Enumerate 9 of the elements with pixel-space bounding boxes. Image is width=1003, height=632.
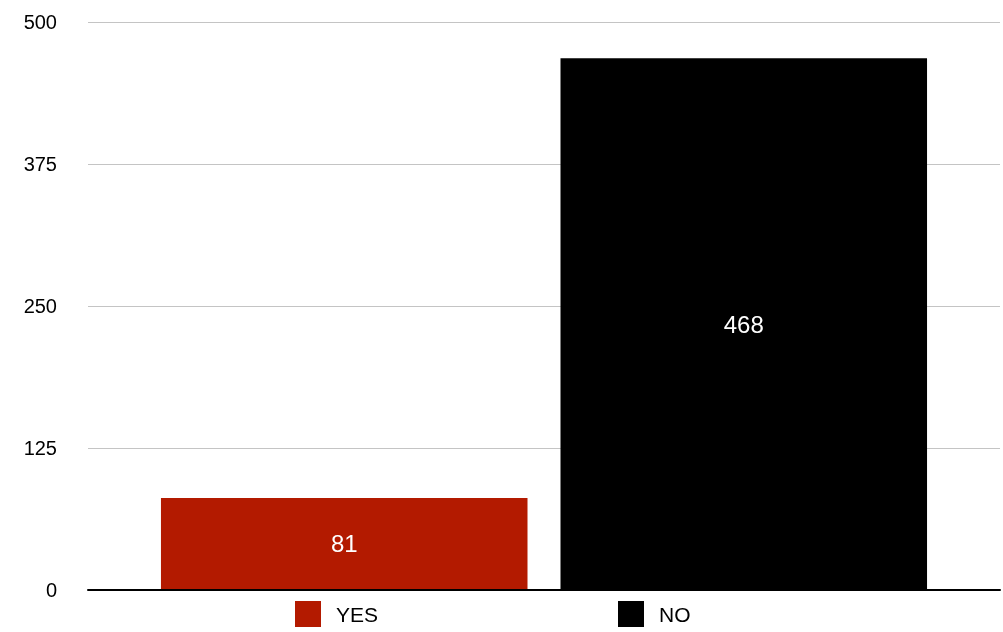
y-tick-label: 125 xyxy=(23,437,57,459)
data-label: 468 xyxy=(723,310,764,338)
legend-label: NO xyxy=(659,602,691,626)
legend-label: YES xyxy=(336,602,379,626)
y-tick-label: 0 xyxy=(45,579,57,601)
y-tick-label: 375 xyxy=(23,153,57,175)
data-label: 81 xyxy=(330,530,358,558)
y-tick-label: 500 xyxy=(23,11,57,33)
y-tick-label: 250 xyxy=(23,295,57,317)
